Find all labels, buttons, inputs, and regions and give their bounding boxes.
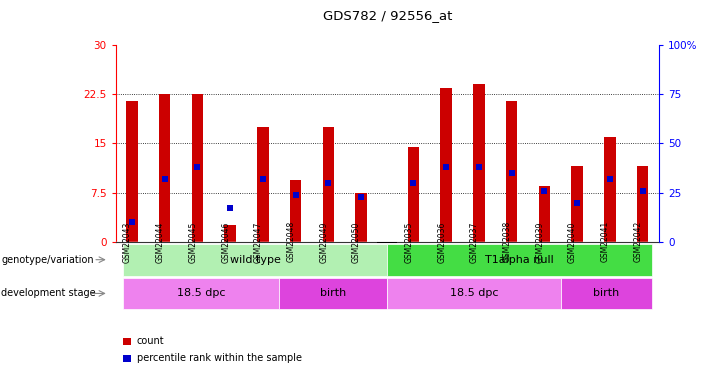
Bar — [637, 166, 648, 242]
Text: GSM22035: GSM22035 — [404, 221, 414, 262]
Text: GSM22042: GSM22042 — [634, 221, 643, 262]
Text: GSM22038: GSM22038 — [503, 221, 512, 262]
Point — [408, 180, 419, 186]
Point — [159, 176, 170, 182]
Text: birth: birth — [320, 288, 346, 298]
Bar — [126, 101, 138, 242]
Point — [539, 188, 550, 194]
Point — [126, 219, 137, 225]
Text: GSM22043: GSM22043 — [123, 221, 132, 262]
Bar — [506, 101, 517, 242]
Text: wild type: wild type — [230, 255, 280, 265]
Text: GSM22047: GSM22047 — [254, 221, 263, 262]
Text: 18.5 dpc: 18.5 dpc — [177, 288, 226, 298]
Point — [224, 206, 236, 212]
Point — [473, 164, 484, 170]
Bar — [440, 88, 452, 242]
Bar — [290, 180, 301, 242]
Point — [257, 176, 268, 182]
Point — [441, 164, 452, 170]
Text: GSM22041: GSM22041 — [601, 221, 610, 262]
Bar — [604, 137, 615, 242]
Bar — [538, 186, 550, 242]
Point — [290, 192, 301, 198]
Text: GSM22044: GSM22044 — [156, 221, 165, 262]
Point — [571, 200, 583, 206]
Text: GSM22037: GSM22037 — [470, 221, 479, 262]
Point — [355, 194, 367, 200]
Text: GSM22036: GSM22036 — [437, 221, 447, 262]
Text: count: count — [137, 336, 164, 346]
Bar — [257, 127, 268, 242]
Text: development stage: development stage — [1, 288, 96, 298]
Point — [322, 180, 334, 186]
Bar — [224, 225, 236, 242]
Text: GDS782 / 92556_at: GDS782 / 92556_at — [322, 9, 452, 22]
Bar — [408, 147, 419, 242]
Bar — [473, 84, 484, 242]
Point — [192, 164, 203, 170]
Text: 18.5 dpc: 18.5 dpc — [450, 288, 498, 298]
Text: GSM22046: GSM22046 — [222, 221, 230, 262]
Text: genotype/variation: genotype/variation — [1, 255, 94, 265]
Point — [604, 176, 615, 182]
Text: percentile rank within the sample: percentile rank within the sample — [137, 353, 301, 363]
Bar — [571, 166, 583, 242]
Point — [637, 188, 648, 194]
Text: GSM22050: GSM22050 — [352, 221, 361, 262]
Text: birth: birth — [593, 288, 619, 298]
Bar — [192, 94, 203, 242]
Text: T1alpha null: T1alpha null — [485, 255, 554, 265]
Text: GSM22040: GSM22040 — [568, 221, 577, 262]
Text: GSM22049: GSM22049 — [320, 221, 328, 262]
Bar — [322, 127, 334, 242]
Text: GSM22039: GSM22039 — [536, 221, 545, 262]
Bar — [355, 193, 367, 242]
Bar — [159, 94, 170, 242]
Text: GSM22045: GSM22045 — [189, 221, 198, 262]
Point — [506, 170, 517, 176]
Text: GSM22048: GSM22048 — [287, 221, 296, 262]
